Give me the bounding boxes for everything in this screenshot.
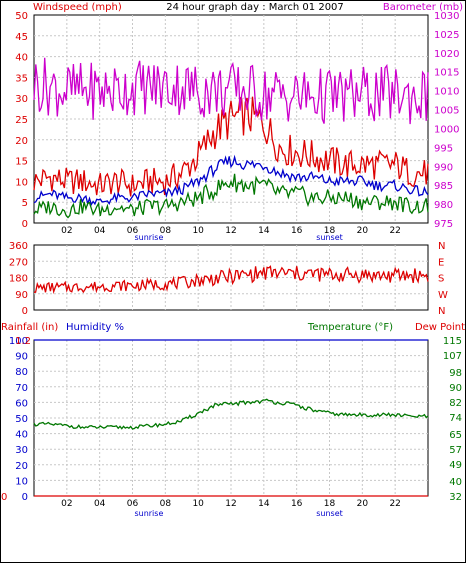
barometer-tick-label: 1015	[434, 68, 459, 79]
compass-label: W	[438, 290, 448, 301]
humidity-tick-label: 50	[15, 414, 28, 425]
barometer-label: Barometer (mb)	[383, 2, 463, 13]
temperature-tick-label: 82	[449, 398, 462, 409]
wind-series-blue	[33, 154, 429, 207]
wind-series-red	[33, 96, 429, 197]
humidity-tick-label: 70	[15, 383, 28, 394]
windspeed-tick-label: 15	[15, 157, 28, 168]
climate-xtick-label: 16	[291, 499, 303, 509]
wind-sunset-label: sunset	[316, 233, 343, 242]
barometer-tick-label: 995	[434, 143, 453, 154]
barometer-tick-label: 1005	[434, 106, 459, 117]
temperature-tick-label: 74	[449, 413, 462, 424]
direction-tick-label: 360	[9, 241, 28, 252]
temperature-tick-label: 57	[449, 445, 462, 456]
humidity-tick-label: 100	[9, 336, 28, 347]
compass-label: E	[438, 257, 444, 268]
barometer-tick-label: 1020	[434, 49, 459, 60]
climate-xtick-label: 18	[324, 499, 336, 509]
compass-label: N	[438, 306, 445, 317]
humidity-tick-label: 40	[15, 430, 28, 441]
wind-xtick-label: 12	[225, 226, 236, 236]
climate-xtick-label: 12	[225, 499, 236, 509]
barometer-tick-label: 1025	[434, 30, 459, 41]
wind-series-magenta	[33, 57, 429, 125]
humidity-tick-label: 90	[15, 352, 28, 363]
wind-xtick-label: 14	[258, 226, 270, 236]
windspeed-tick-label: 5	[22, 198, 28, 209]
dewpoint-label: Dew Point	[415, 322, 465, 333]
rainfall-label: Rainfall (in)	[1, 322, 58, 333]
climate-xtick-label: 08	[160, 499, 172, 509]
windspeed-tick-label: 50	[15, 11, 28, 22]
compass-label: N	[438, 241, 445, 252]
chart-title: 24 hour graph day : March 01 2007	[166, 2, 344, 13]
climate-xtick-label: 22	[389, 499, 400, 509]
wind-xtick-label: 02	[61, 226, 72, 236]
panels: 0510152025303540455097598098599099510001…	[1, 11, 462, 518]
windspeed-tick-label: 0	[22, 219, 28, 230]
climate-xtick-label: 06	[127, 499, 139, 509]
temperature-tick-label: 115	[443, 336, 462, 347]
temperature-tick-label: 107	[443, 351, 462, 362]
windspeed-tick-label: 40	[15, 53, 28, 64]
humidity-tick-label: 30	[15, 445, 28, 456]
humidity-tick-label: 10	[15, 476, 28, 487]
direction-tick-label: 90	[15, 290, 28, 301]
climate-xtick-label: 10	[192, 499, 204, 509]
wind-xtick-label: 06	[127, 226, 139, 236]
wind-xtick-label: 18	[324, 226, 336, 236]
rain-tick-label-min: 0	[1, 492, 7, 503]
temperature-tick-label: 40	[449, 477, 462, 488]
humidity-tick-label: 20	[15, 461, 28, 472]
rain-tick-label-max: 1.2	[15, 336, 31, 347]
direction-series	[34, 265, 429, 295]
direction-tick-label: 180	[9, 274, 28, 285]
temperature-tick-label: 49	[449, 460, 462, 471]
climate-xtick-label: 02	[61, 499, 72, 509]
barometer-tick-label: 990	[434, 162, 453, 173]
windspeed-label: Windspeed (mph)	[33, 2, 122, 13]
humidity-tick-label: 0	[22, 492, 28, 503]
windspeed-tick-label: 20	[15, 136, 28, 147]
wind-xtick-label: 22	[389, 226, 400, 236]
wind-series-green	[33, 173, 429, 219]
climate-xtick-label: 04	[94, 499, 106, 509]
compass-label: S	[438, 274, 444, 285]
humidity-label: Humidity %	[66, 322, 124, 333]
direction-tick-label: 0	[22, 306, 28, 317]
windspeed-tick-label: 30	[15, 94, 28, 105]
windspeed-tick-label: 35	[15, 73, 28, 84]
humidity-tick-label: 80	[15, 367, 28, 378]
windspeed-tick-label: 45	[15, 32, 28, 43]
climate-xtick-label: 20	[357, 499, 369, 509]
wind-sunrise-label: sunrise	[134, 233, 163, 242]
climate-xtick-label: 14	[258, 499, 270, 509]
barometer-tick-label: 975	[434, 219, 453, 230]
climate-series-green	[33, 398, 429, 430]
direction-tick-label: 270	[9, 257, 28, 268]
temperature-tick-label: 32	[449, 492, 462, 503]
barometer-tick-label: 1010	[434, 87, 459, 98]
temperature-label: Temperature (°F)	[307, 322, 393, 333]
wind-xtick-label: 10	[192, 226, 204, 236]
temperature-tick-label: 90	[449, 383, 462, 394]
barometer-tick-label: 1030	[434, 11, 459, 22]
windspeed-tick-label: 25	[15, 115, 28, 126]
wind-xtick-label: 08	[160, 226, 172, 236]
wind-xtick-label: 16	[291, 226, 303, 236]
barometer-tick-label: 985	[434, 181, 453, 192]
climate-sunrise-label: sunrise	[134, 509, 163, 518]
barometer-tick-label: 1000	[434, 124, 459, 135]
climate-sunset-label: sunset	[316, 509, 343, 518]
barometer-tick-label: 980	[434, 200, 453, 211]
humidity-tick-label: 60	[15, 398, 28, 409]
wind-xtick-label: 20	[357, 226, 369, 236]
wind-xtick-label: 04	[94, 226, 106, 236]
temperature-tick-label: 98	[449, 368, 462, 379]
windspeed-tick-label: 10	[15, 177, 28, 188]
temperature-tick-label: 65	[449, 430, 462, 441]
